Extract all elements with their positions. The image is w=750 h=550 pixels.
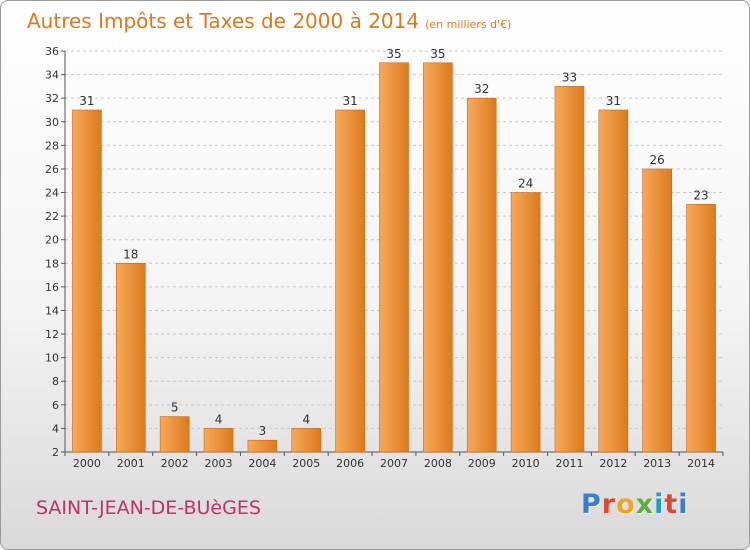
x-tick-label: 2003: [205, 457, 233, 470]
x-tick-label: 2013: [643, 457, 671, 470]
x-tick-label: 2010: [512, 457, 540, 470]
logo-letter: x: [635, 489, 655, 520]
logo-letter: i: [654, 489, 665, 520]
data-label-2001: 18: [123, 247, 138, 261]
data-label-2010: 24: [518, 177, 533, 191]
y-tick-label: 16: [45, 281, 59, 294]
x-tick-label: 2002: [161, 457, 189, 470]
data-label-2012: 31: [606, 94, 621, 108]
bars: [72, 62, 716, 453]
bar-2012: [598, 109, 629, 453]
x-tick-label: 2007: [380, 457, 408, 470]
bar-2014: [686, 204, 716, 453]
bar-2000: [72, 109, 102, 453]
y-tick-label: 30: [45, 116, 59, 129]
bar-2006: [335, 109, 365, 453]
x-tick-label: 2014: [687, 457, 715, 470]
data-label-2013: 26: [650, 153, 665, 167]
bar-2013: [642, 168, 673, 453]
bar-2011: [554, 86, 585, 453]
y-tick-label: 6: [52, 399, 59, 412]
data-label-2014: 23: [693, 188, 708, 202]
y-tick-label: 26: [45, 163, 59, 176]
bar-2002: [159, 416, 190, 453]
x-tick-label: 2008: [424, 457, 452, 470]
data-label-2004: 3: [259, 424, 267, 438]
y-tick-label: 34: [45, 69, 59, 82]
y-tick-label: 8: [52, 375, 59, 388]
bar-2003: [203, 428, 234, 453]
y-tick-label: 22: [45, 210, 59, 223]
y-tick-label: 4: [52, 422, 59, 435]
y-tick-label: 24: [45, 187, 59, 200]
data-label-2002: 5: [171, 401, 179, 415]
data-label-2000: 31: [79, 94, 94, 108]
y-tick-label: 18: [45, 257, 59, 270]
y-tick-label: 20: [45, 234, 59, 247]
x-tick-label: 2011: [555, 457, 583, 470]
chart-unit: (en milliers d'€): [425, 18, 512, 31]
x-tick-label: 2000: [73, 457, 101, 470]
chart-title: Autres Impôts et Taxes de 2000 à 2014 (en…: [27, 9, 511, 33]
x-tick-labels: 2000 2001 2002 2003 2004 2005 2006 2007 2008 2009…: [73, 457, 715, 470]
data-labels: 31 18 5 4 3 4 31 35 35 32 24 33 31 26 23: [79, 47, 708, 438]
y-tick-label: 10: [45, 352, 59, 365]
bar-2008: [423, 62, 453, 453]
data-label-2011: 33: [562, 70, 577, 84]
logo-letter: o: [616, 489, 636, 520]
logo-letter: P: [581, 489, 602, 520]
logo-letter: r: [601, 489, 617, 520]
y-tick-label: 28: [45, 139, 59, 152]
data-label-2007: 35: [386, 47, 401, 61]
bar-2004: [247, 439, 278, 453]
commune-name: SAINT-JEAN-DE-BUèGES: [36, 497, 261, 519]
y-tick-label: 14: [45, 304, 59, 317]
x-tick-label: 2006: [336, 457, 364, 470]
y-tick-label: 12: [45, 328, 59, 341]
y-tick-label: 2: [52, 446, 59, 459]
x-tick-label: 2009: [468, 457, 496, 470]
data-label-2009: 32: [474, 82, 489, 96]
x-tick-label: 2012: [599, 457, 627, 470]
bar-2005: [291, 428, 322, 453]
x-tick-label: 2005: [292, 457, 320, 470]
y-tick-label: 36: [45, 45, 59, 58]
bar-2010: [510, 192, 541, 453]
data-label-2003: 4: [215, 412, 223, 426]
chart-title-text: Autres Impôts et Taxes de 2000 à 2014: [27, 9, 420, 33]
proxiti-logo: Proxiti: [581, 489, 689, 520]
data-label-2008: 35: [430, 47, 445, 61]
x-tick-label: 2001: [117, 457, 145, 470]
bar-2007: [379, 62, 409, 453]
bar-2009: [466, 97, 497, 453]
data-label-2005: 4: [302, 412, 310, 426]
logo-letter: t: [664, 489, 679, 520]
y-tick-label: 32: [45, 92, 59, 105]
data-label-2006: 31: [342, 94, 357, 108]
bar-2001: [116, 262, 146, 453]
x-tick-label: 2004: [248, 457, 276, 470]
logo-letter: i: [678, 489, 689, 520]
